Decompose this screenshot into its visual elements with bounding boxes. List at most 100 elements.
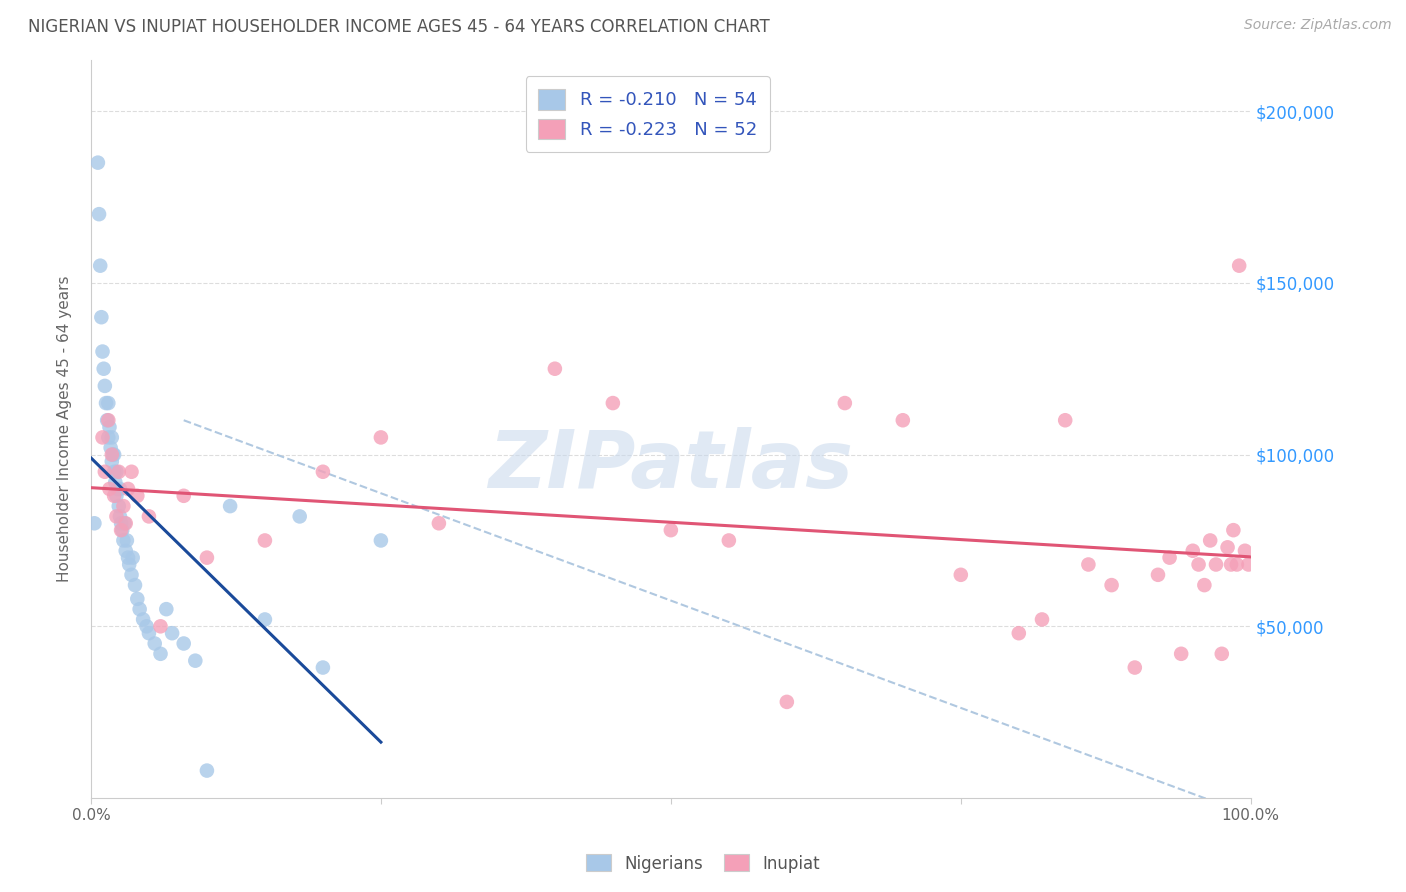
Point <box>103 489 125 503</box>
Point <box>97 396 120 410</box>
Point <box>91 430 114 444</box>
Point <box>91 344 114 359</box>
Point <box>1181 543 1204 558</box>
Text: NIGERIAN VS INUPIAT HOUSEHOLDER INCOME AGES 45 - 64 YEARS CORRELATION CHART: NIGERIAN VS INUPIAT HOUSEHOLDER INCOME A… <box>28 18 770 36</box>
Point <box>105 509 128 524</box>
Point <box>149 619 172 633</box>
Point <box>87 207 110 221</box>
Point <box>173 489 195 503</box>
Point <box>83 516 105 531</box>
Point <box>1211 647 1233 661</box>
Point <box>112 499 135 513</box>
Point <box>1101 578 1123 592</box>
Point <box>659 523 682 537</box>
Point <box>107 465 129 479</box>
Point <box>103 465 125 479</box>
Point <box>312 660 335 674</box>
Point <box>114 543 136 558</box>
Point <box>717 533 740 548</box>
Point <box>891 413 914 427</box>
Point <box>101 430 124 444</box>
Point <box>97 413 120 427</box>
Point <box>160 626 183 640</box>
Point <box>1194 578 1216 592</box>
Point <box>138 509 160 524</box>
Point <box>1031 612 1053 626</box>
Point <box>1159 550 1181 565</box>
Point <box>1054 413 1077 427</box>
Point <box>101 448 124 462</box>
Y-axis label: Householder Income Ages 45 - 64 years: Householder Income Ages 45 - 64 years <box>58 276 72 582</box>
Point <box>121 567 143 582</box>
Point <box>370 533 392 548</box>
Point <box>544 361 567 376</box>
Point <box>253 533 276 548</box>
Point <box>112 533 135 548</box>
Point <box>98 420 121 434</box>
Point <box>253 612 276 626</box>
Point <box>149 647 172 661</box>
Point <box>1077 558 1099 572</box>
Point <box>101 454 124 468</box>
Point <box>94 379 117 393</box>
Point <box>1205 558 1227 572</box>
Point <box>114 516 136 531</box>
Point <box>94 396 117 410</box>
Point <box>195 764 218 778</box>
Point <box>121 550 143 565</box>
Point <box>219 499 242 513</box>
Point <box>101 448 124 462</box>
Point <box>100 441 122 455</box>
Point <box>135 619 157 633</box>
Point <box>114 516 136 531</box>
Point <box>108 509 131 524</box>
Point <box>117 550 139 565</box>
Point <box>103 448 125 462</box>
Legend: Nigerians, Inupiat: Nigerians, Inupiat <box>579 847 827 880</box>
Point <box>1222 523 1244 537</box>
Point <box>138 626 160 640</box>
Point <box>111 523 134 537</box>
Point <box>94 465 117 479</box>
Point <box>143 636 166 650</box>
Legend: R = -0.210   N = 54, R = -0.223   N = 52: R = -0.210 N = 54, R = -0.223 N = 52 <box>526 76 769 152</box>
Point <box>1147 567 1170 582</box>
Point <box>1008 626 1031 640</box>
Point <box>128 602 150 616</box>
Point <box>90 310 112 325</box>
Point <box>107 499 129 513</box>
Point <box>1220 558 1243 572</box>
Point <box>110 523 132 537</box>
Point <box>155 602 177 616</box>
Point <box>98 482 121 496</box>
Point <box>127 489 149 503</box>
Text: ZIPatlas: ZIPatlas <box>488 426 853 505</box>
Point <box>117 482 139 496</box>
Point <box>96 413 118 427</box>
Point <box>776 695 799 709</box>
Point <box>121 465 143 479</box>
Point <box>110 516 132 531</box>
Point <box>97 430 120 444</box>
Point <box>1237 558 1260 572</box>
Point <box>108 482 131 496</box>
Text: Source: ZipAtlas.com: Source: ZipAtlas.com <box>1244 18 1392 32</box>
Point <box>184 654 207 668</box>
Point <box>104 475 127 489</box>
Point <box>105 489 128 503</box>
Point <box>834 396 856 410</box>
Point <box>949 567 972 582</box>
Point <box>1227 259 1250 273</box>
Point <box>370 430 392 444</box>
Point <box>87 155 110 169</box>
Point <box>1199 533 1222 548</box>
Point <box>602 396 624 410</box>
Point <box>1123 660 1146 674</box>
Point <box>132 612 155 626</box>
Point <box>173 636 195 650</box>
Point <box>89 259 111 273</box>
Point <box>107 482 129 496</box>
Point <box>288 509 311 524</box>
Point <box>93 361 115 376</box>
Point <box>195 550 218 565</box>
